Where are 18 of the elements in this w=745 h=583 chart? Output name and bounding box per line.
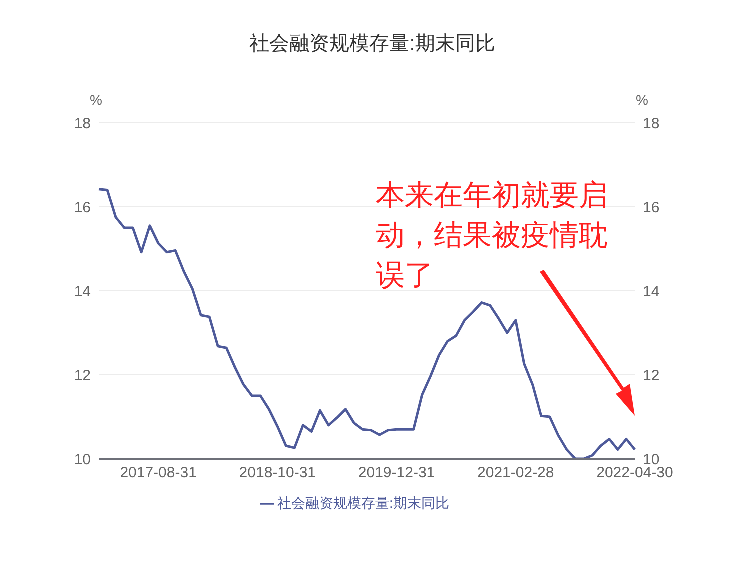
y-tick-label: 18 — [74, 115, 91, 132]
annotation: 本来在年初就要启动，结果被疫情耽误了 — [376, 179, 609, 294]
y-tick-label: 16 — [74, 199, 91, 216]
y-axis-title: % — [90, 92, 102, 108]
legend-label: 社会融资规模存量:期末同比 — [278, 495, 450, 511]
y2-tick-label: 18 — [643, 115, 660, 132]
x-tick-label: 2018-10-31 — [239, 464, 316, 482]
y2-tick-label: 12 — [643, 367, 660, 384]
x-tick-label: 2019-12-31 — [358, 464, 436, 482]
x-tick-label: 2017-08-31 — [120, 464, 197, 482]
x-tick-label: 2021-02-28 — [478, 464, 554, 482]
y-tick-label: 14 — [74, 283, 91, 300]
y2-axis-title: % — [636, 92, 648, 108]
chart-title: 社会融资规模存量:期末同比 — [248, 32, 496, 57]
y2-tick-label: 14 — [643, 283, 660, 300]
y-tick-label: 12 — [74, 367, 91, 384]
y2-tick-label: 16 — [643, 199, 660, 216]
y-tick-label: 10 — [74, 451, 91, 468]
